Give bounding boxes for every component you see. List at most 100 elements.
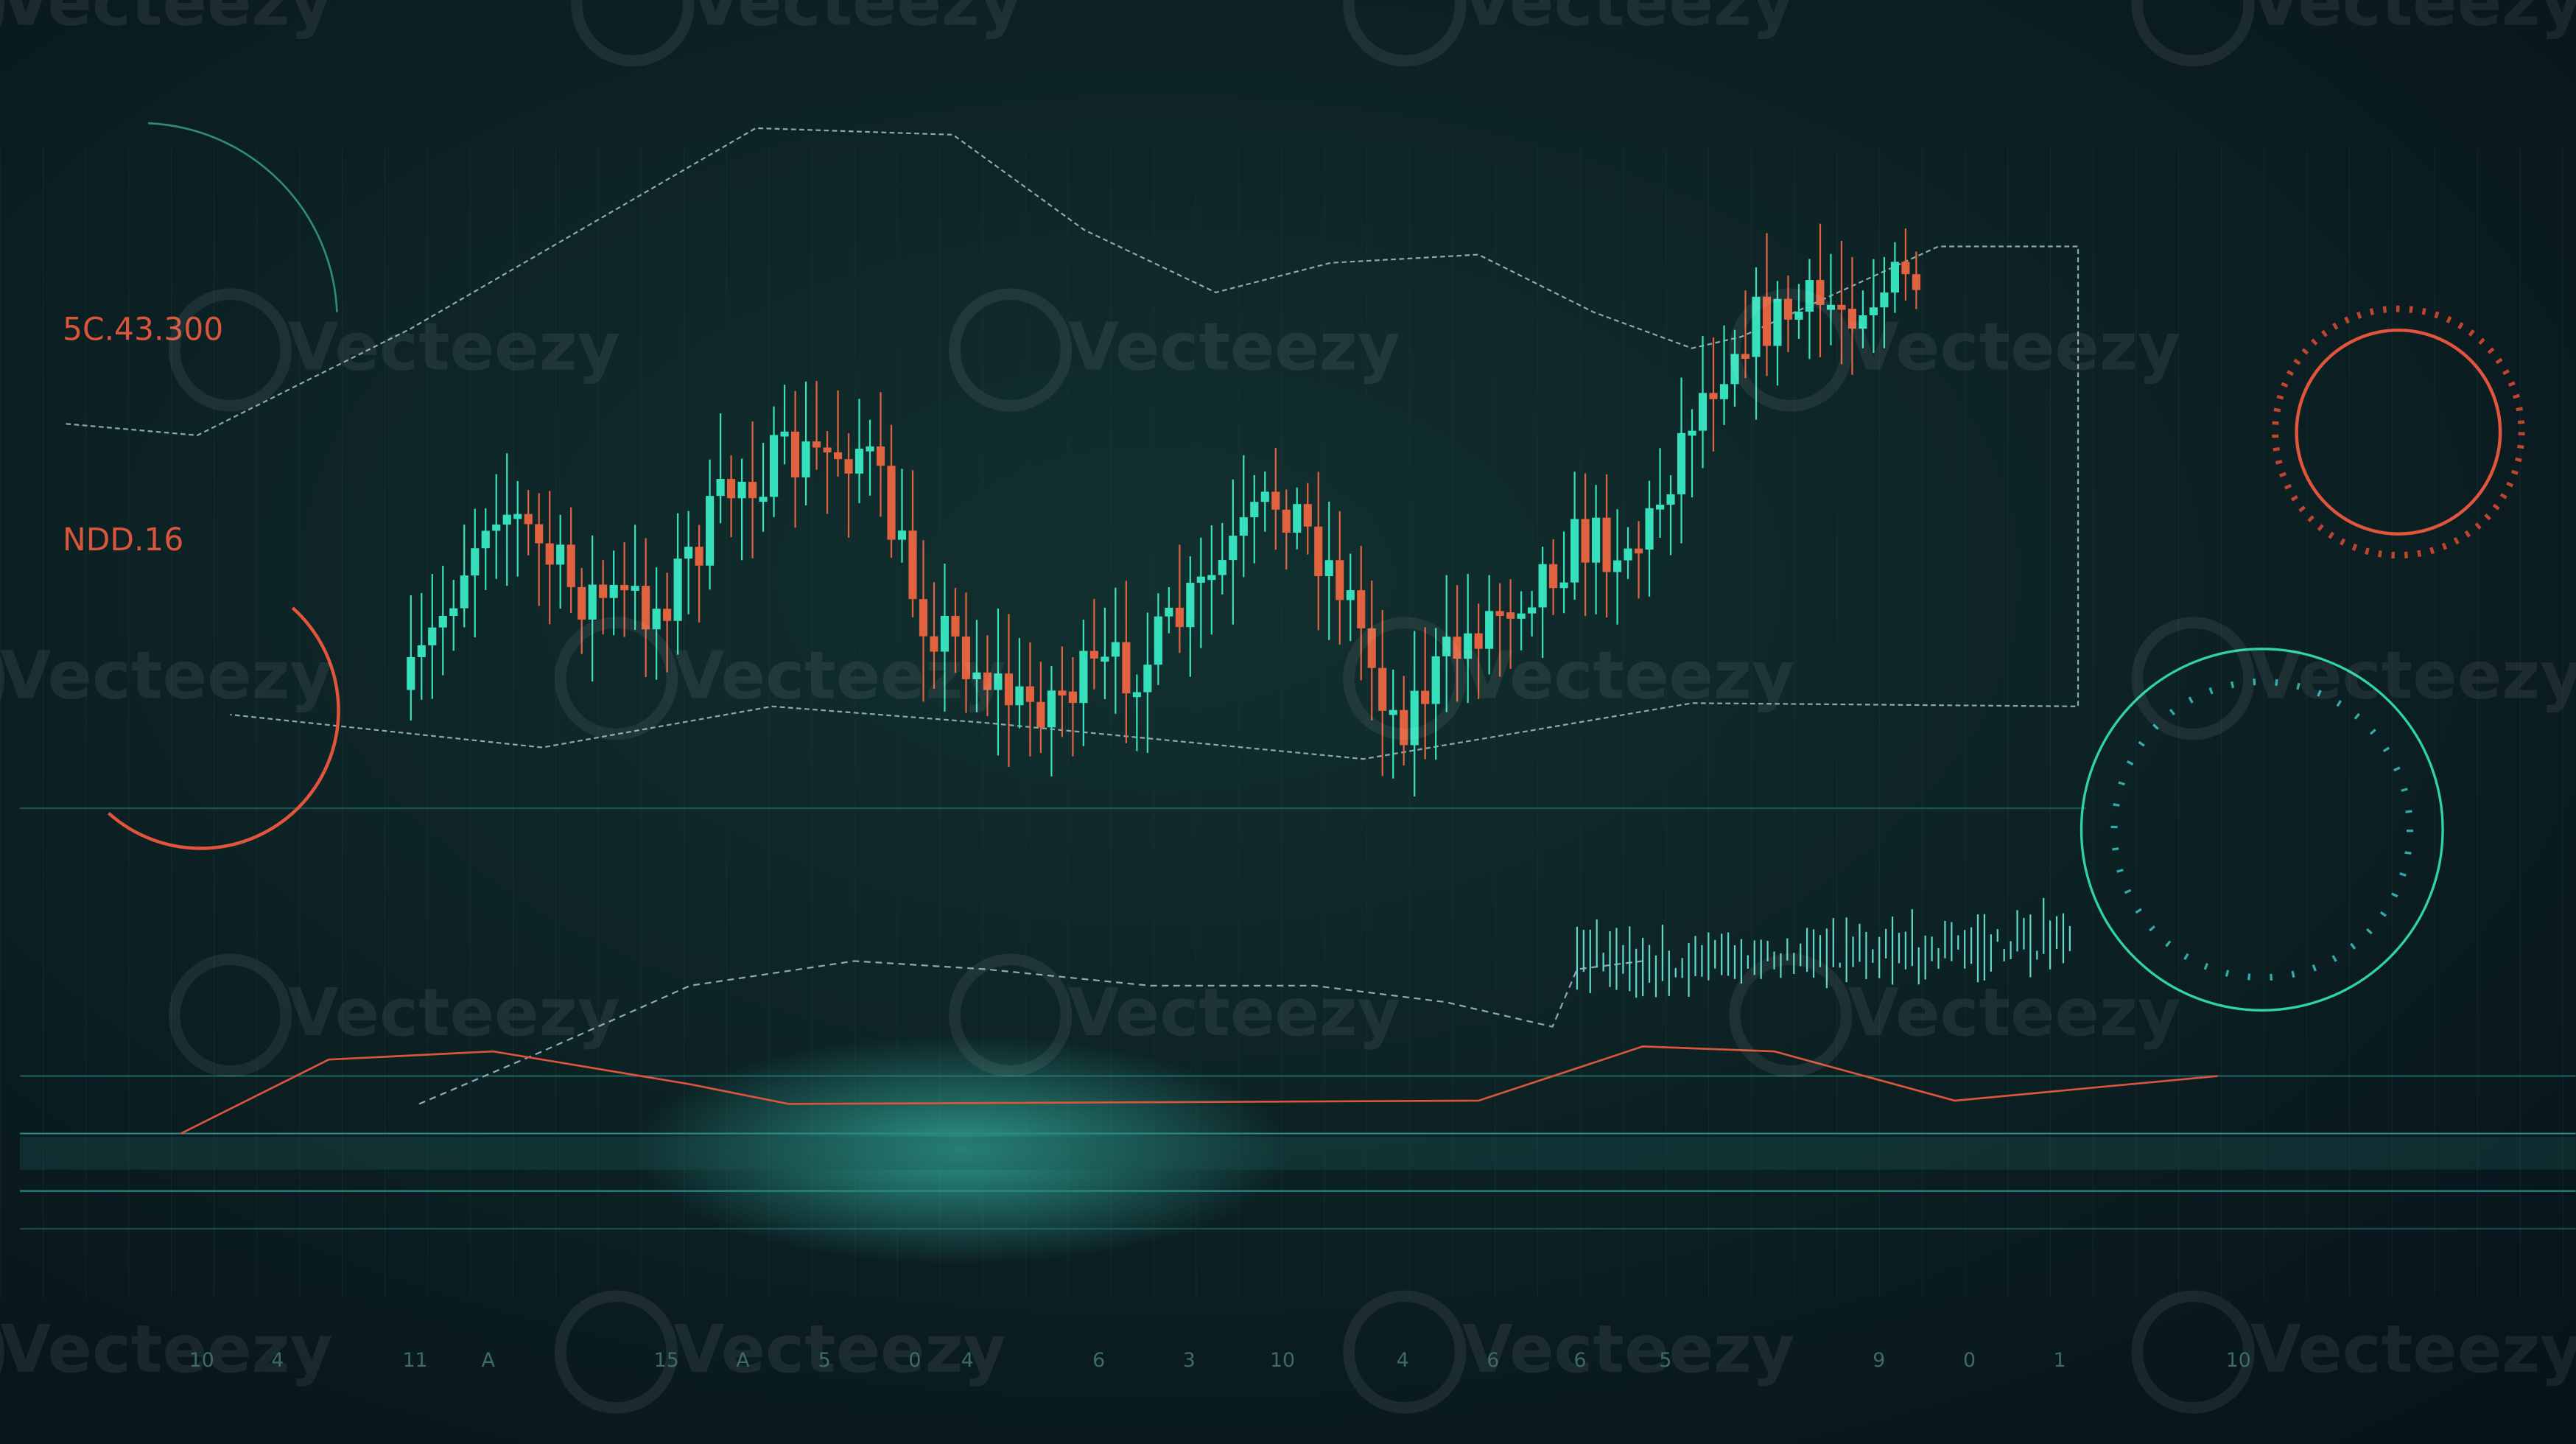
candle [1506, 612, 1515, 619]
watermark: Vecteezy [2250, 1311, 2576, 1388]
axis-label: 6 [1487, 1349, 1499, 1372]
candle [1805, 280, 1814, 312]
candle [1559, 582, 1568, 589]
candle [748, 482, 757, 499]
candle [663, 609, 672, 621]
watermark-logo [571, 0, 695, 67]
candle [588, 584, 597, 620]
watermarks: Vecteezy Vecteezy Vecteezy Vecteezy Vecteezy… [0, 0, 2576, 1414]
candle [1517, 613, 1526, 619]
axis-label: 11 [403, 1349, 428, 1372]
candle [1453, 637, 1461, 659]
candle [844, 459, 853, 474]
candle [1890, 262, 1899, 293]
candle [545, 543, 554, 565]
candle [919, 599, 928, 637]
candle [599, 584, 608, 598]
candle [790, 431, 800, 477]
candle [1602, 517, 1611, 572]
candle [1068, 691, 1077, 704]
candle [887, 466, 896, 540]
candle [1783, 298, 1793, 320]
candle [1698, 393, 1708, 431]
watermark-logo [949, 953, 1073, 1077]
axis-label: 9 [1873, 1349, 1885, 1372]
axis-label: A [736, 1349, 750, 1372]
candle [428, 627, 437, 645]
candle [759, 497, 768, 502]
candle [1389, 709, 1397, 715]
candle [1880, 292, 1889, 308]
ring [2080, 648, 2444, 1012]
red-line [180, 1045, 2218, 1135]
watermark-logo [1343, 0, 1467, 67]
candle [1688, 430, 1696, 436]
candle [1324, 560, 1333, 577]
candle [642, 586, 650, 630]
candle [1378, 667, 1387, 711]
candle [1549, 564, 1558, 589]
watermark: Vecteezy [288, 309, 620, 386]
watermark: Vecteezy [2250, 638, 2576, 715]
candle [706, 496, 715, 566]
candle [1709, 393, 1718, 399]
candle [1367, 628, 1376, 668]
axis-label: 10 [1270, 1349, 1295, 1372]
watermark-logo [1729, 288, 1853, 412]
candle [1196, 576, 1205, 583]
watermark-logo [2131, 617, 2255, 740]
candle [1400, 709, 1408, 746]
candle [1357, 590, 1366, 628]
candle [1762, 296, 1772, 346]
candle [652, 609, 661, 630]
axis-labels: 10 4 11 A 15 A 5 0 4 6 3 10 4 6 6 5 9 0 1 10 [189, 1349, 2251, 1372]
axis-label: 5 [1659, 1349, 1671, 1372]
watermark-logo [1343, 617, 1467, 740]
candle [801, 441, 810, 477]
axis-label: 6 [1573, 1349, 1586, 1372]
candle [1229, 536, 1238, 561]
candle [1570, 519, 1579, 583]
candle [1101, 656, 1109, 662]
candle [1421, 690, 1430, 704]
candle [769, 435, 779, 497]
candle [1132, 692, 1141, 698]
candle [1634, 548, 1643, 554]
candle [1250, 502, 1259, 518]
axis-label: 0 [908, 1349, 921, 1372]
axis-label: 1 [2054, 1349, 2066, 1372]
arc [147, 122, 338, 312]
candle [1581, 519, 1590, 563]
candle [716, 479, 725, 497]
watermark-logo [554, 1290, 678, 1414]
axis-label: 6 [1092, 1349, 1105, 1372]
candle [1837, 304, 1846, 310]
candle [1730, 354, 1739, 385]
axis-label: 15 [654, 1349, 679, 1372]
candle [1485, 611, 1494, 649]
watermark: Vecteezy [2250, 0, 2576, 41]
candle [620, 584, 629, 591]
candle [876, 446, 885, 466]
watermark-logo [554, 617, 678, 740]
candle [866, 446, 874, 452]
candle [1271, 491, 1280, 510]
candle [854, 449, 864, 474]
candle [1346, 590, 1355, 600]
candle [930, 636, 938, 652]
ring [2295, 328, 2502, 536]
watermark: Vecteezy [1068, 975, 1400, 1051]
watermark-logo [1343, 1290, 1467, 1414]
horizontal-rules [20, 807, 2576, 1230]
candle [1303, 504, 1312, 527]
axis-label: A [482, 1349, 496, 1372]
axis-label: 4 [1397, 1349, 1409, 1372]
candle [1314, 526, 1323, 577]
candle [1592, 517, 1601, 563]
candle [471, 548, 480, 576]
candle [1410, 690, 1419, 746]
arc [108, 606, 340, 850]
candle [1741, 354, 1750, 360]
band [20, 1137, 2576, 1170]
candle [1773, 298, 1782, 346]
